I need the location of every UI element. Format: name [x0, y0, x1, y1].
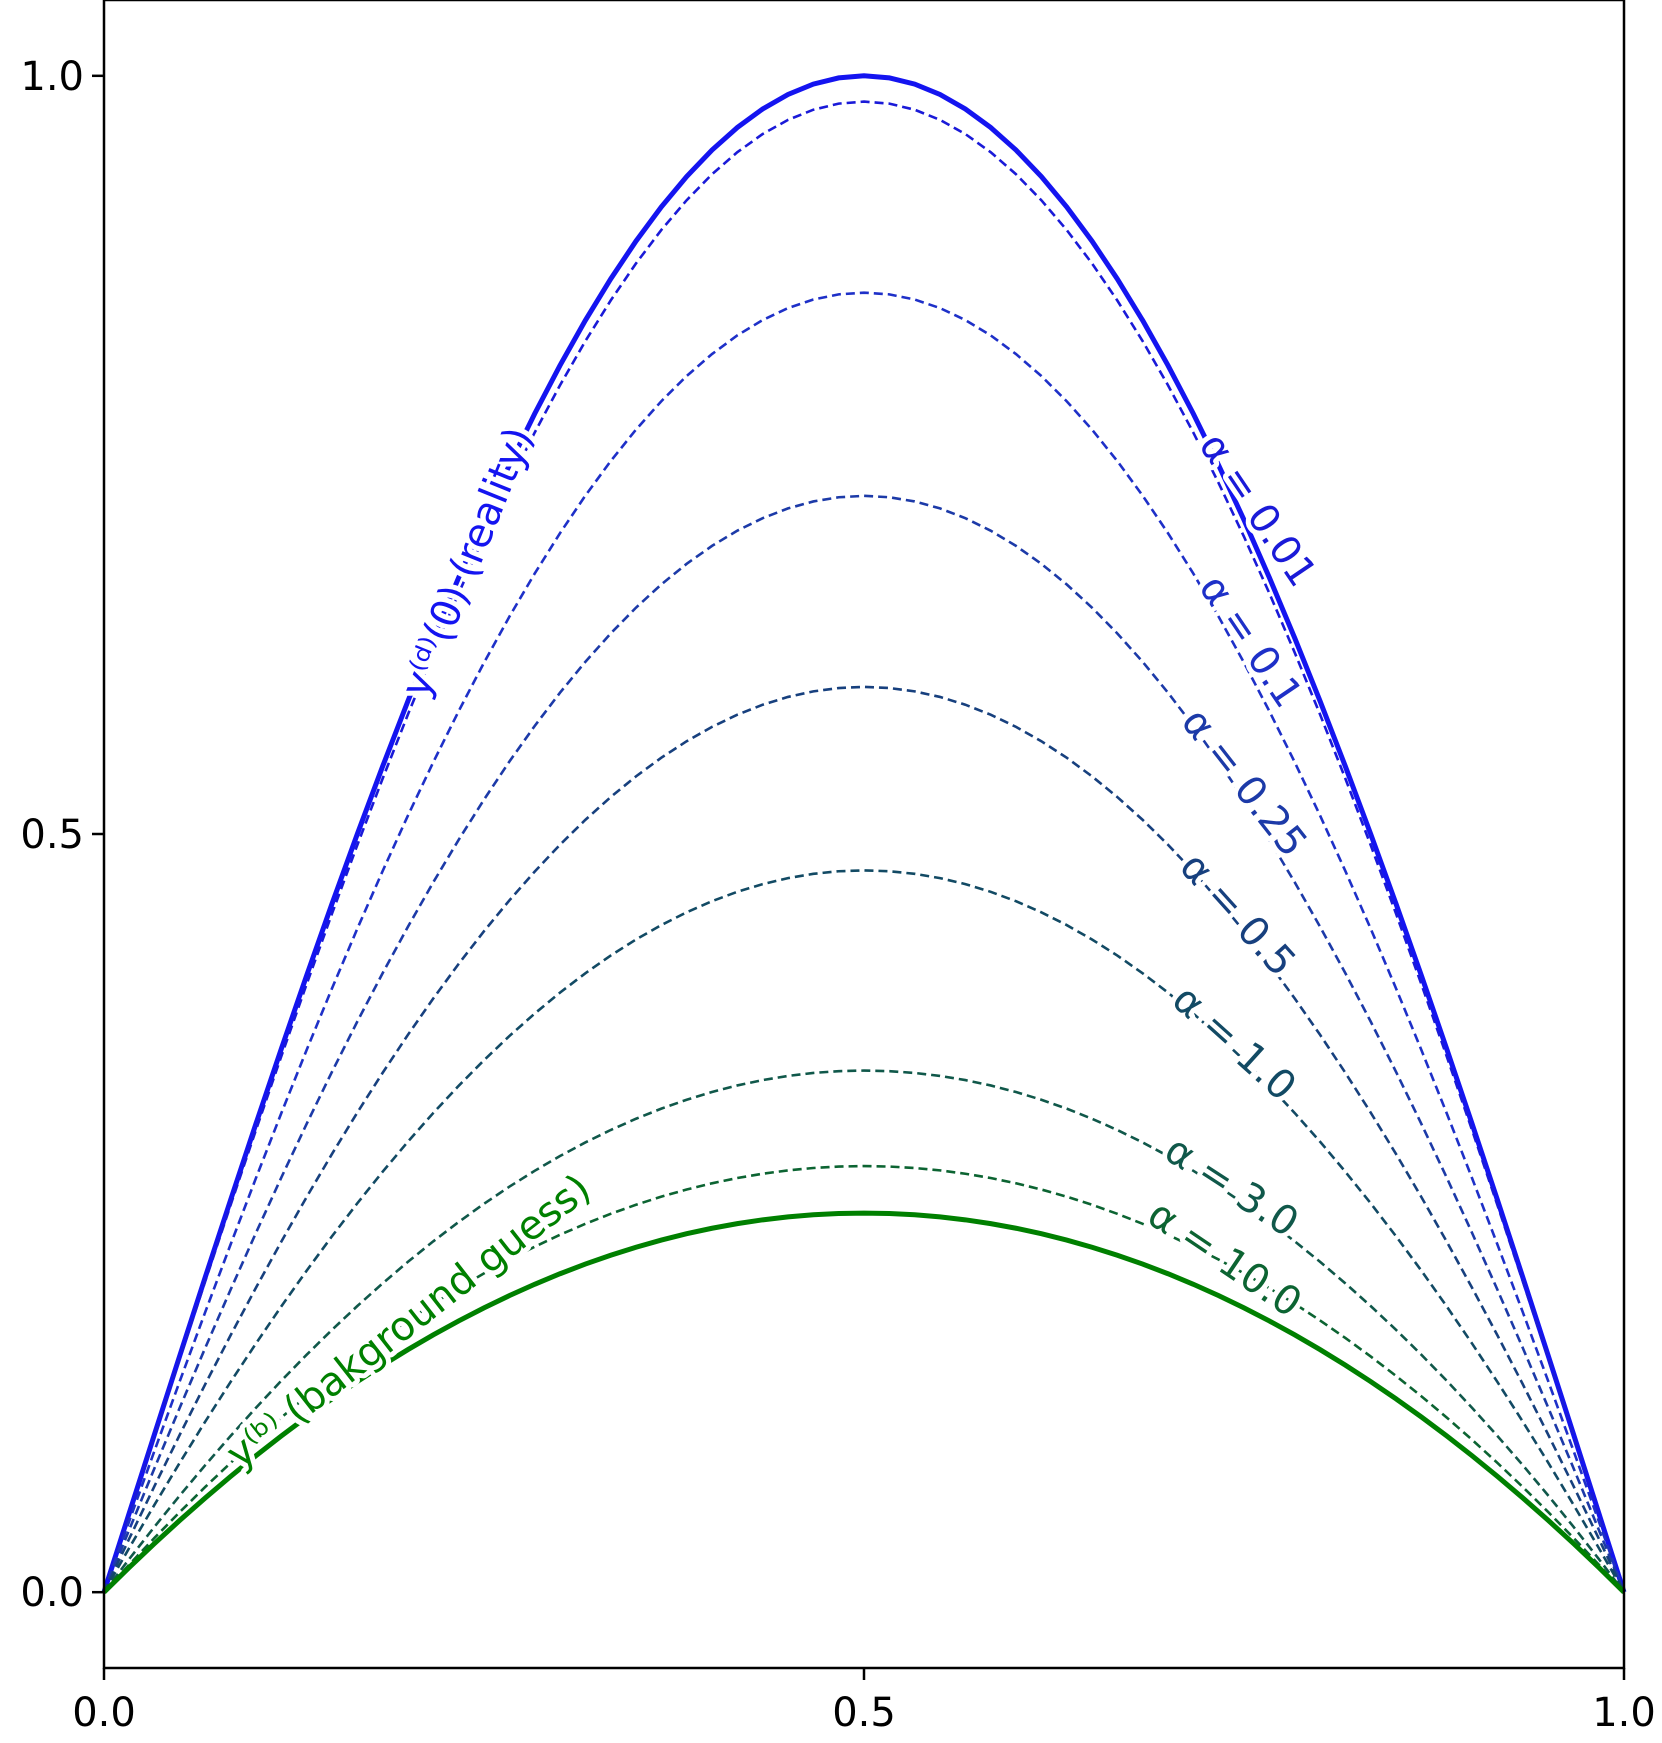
series-line-1 [102, 100, 1626, 1593]
y-tick-label: 1.0 [20, 54, 84, 100]
series-line-7 [103, 1164, 1625, 1594]
x-tick-label: 0.5 [832, 1690, 896, 1736]
series-line-0 [101, 73, 1627, 1593]
series-line-4 [102, 685, 1626, 1593]
series-line-3 [102, 494, 1626, 1593]
tick-layer: 0.0 0.5 1.0 0.0 0.5 1.0 [20, 54, 1655, 1736]
x-tick-label: 0.0 [72, 1690, 136, 1736]
y-tick-label: 0.5 [20, 812, 84, 858]
series-line-5 [102, 869, 1626, 1593]
series-line-8 [102, 1210, 1626, 1594]
series-layer [101, 73, 1627, 1594]
series-line-6 [102, 1069, 1626, 1593]
y-tick-label: 0.0 [20, 1570, 84, 1616]
x-tick-label: 1.0 [1592, 1690, 1656, 1736]
series-line-2 [102, 291, 1626, 1593]
